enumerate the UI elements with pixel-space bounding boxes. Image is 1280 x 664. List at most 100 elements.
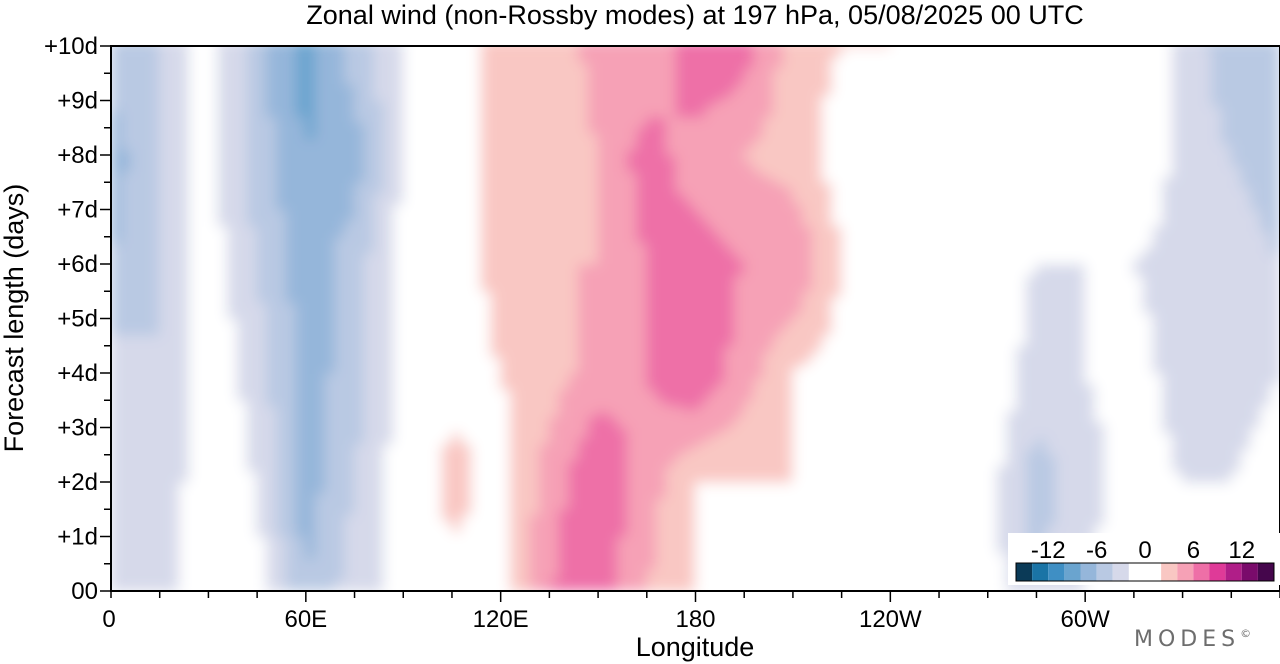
field-cell bbox=[1123, 481, 1135, 488]
field-cell bbox=[977, 421, 989, 428]
field-cell bbox=[841, 465, 852, 472]
field-cell bbox=[675, 519, 687, 527]
field-cell bbox=[1094, 497, 1106, 505]
field-cell bbox=[111, 481, 122, 488]
field-cell bbox=[1250, 492, 1262, 499]
field-cell bbox=[724, 421, 735, 428]
field-cell bbox=[938, 448, 950, 456]
field-cell bbox=[607, 492, 619, 499]
field-cell bbox=[948, 536, 960, 543]
field-cell bbox=[120, 552, 131, 559]
field-cell bbox=[285, 530, 297, 537]
field-cell bbox=[1113, 399, 1125, 407]
field-cell bbox=[198, 394, 209, 401]
field-cell bbox=[451, 508, 463, 516]
field-cell bbox=[393, 579, 404, 587]
field-cell bbox=[996, 536, 1008, 543]
field-cell bbox=[500, 437, 511, 445]
field-cell bbox=[256, 514, 268, 521]
field-cell bbox=[617, 421, 628, 428]
field-cell bbox=[129, 470, 141, 478]
field-cell bbox=[431, 410, 443, 418]
field-cell bbox=[743, 459, 755, 467]
field-cell bbox=[207, 399, 219, 407]
field-cell bbox=[500, 465, 511, 472]
field-cell bbox=[490, 399, 502, 407]
field-cell bbox=[120, 448, 131, 456]
field-cell bbox=[763, 432, 774, 439]
field-cell bbox=[373, 486, 385, 494]
field-cell bbox=[139, 568, 151, 576]
field-cell bbox=[178, 514, 190, 521]
field-cell bbox=[733, 481, 745, 488]
field-cell bbox=[558, 508, 570, 516]
field-cell bbox=[665, 530, 677, 537]
field-cell bbox=[548, 503, 560, 510]
field-cell bbox=[276, 486, 287, 494]
field-cell bbox=[646, 552, 658, 559]
field-cell bbox=[285, 432, 297, 439]
field-cell bbox=[597, 410, 609, 418]
field-cell bbox=[850, 546, 862, 554]
field-cell bbox=[480, 470, 492, 478]
field-cell bbox=[1269, 486, 1280, 494]
field-cell bbox=[733, 579, 745, 587]
field-cell bbox=[928, 579, 940, 587]
field-cell bbox=[753, 470, 765, 478]
field-cell bbox=[207, 443, 219, 450]
field-cell bbox=[996, 574, 1008, 581]
field-cell bbox=[470, 579, 482, 587]
field-cell bbox=[393, 405, 404, 412]
field-cell bbox=[880, 476, 891, 483]
field-cell bbox=[461, 476, 472, 483]
field-cell bbox=[431, 481, 443, 488]
field-cell bbox=[850, 432, 862, 439]
field-cell bbox=[665, 546, 677, 554]
field-cell bbox=[1211, 399, 1223, 407]
field-cell bbox=[422, 470, 433, 478]
field-cell bbox=[207, 530, 219, 537]
field-cell bbox=[909, 459, 921, 467]
field-cell bbox=[451, 465, 463, 472]
field-cell bbox=[480, 503, 492, 510]
field-cell bbox=[1143, 470, 1154, 478]
field-cell bbox=[159, 459, 170, 467]
field-cell bbox=[977, 437, 989, 445]
field-cell bbox=[1143, 525, 1154, 532]
field-cell bbox=[899, 508, 911, 516]
field-cell bbox=[178, 503, 190, 510]
field-cell bbox=[461, 519, 472, 527]
field-cell bbox=[1104, 497, 1115, 505]
field-cell bbox=[1074, 585, 1086, 591]
field-cell bbox=[1113, 443, 1125, 450]
field-cell bbox=[470, 585, 482, 591]
field-cell bbox=[958, 459, 969, 467]
field-cell bbox=[597, 546, 609, 554]
field-cell bbox=[1240, 481, 1252, 488]
field-cell bbox=[529, 399, 541, 407]
field-cell bbox=[1035, 514, 1047, 521]
field-cell bbox=[1055, 459, 1067, 467]
field-cell bbox=[266, 443, 278, 450]
field-cell bbox=[431, 568, 443, 576]
field-cell bbox=[256, 459, 268, 467]
field-cell bbox=[548, 481, 560, 488]
field-cell bbox=[1182, 519, 1193, 527]
field-cell bbox=[646, 508, 658, 516]
field-cell bbox=[324, 432, 336, 439]
field-cell bbox=[344, 470, 356, 478]
field-cell bbox=[1162, 514, 1174, 521]
field-cell bbox=[714, 585, 726, 591]
field-cell bbox=[198, 470, 209, 478]
field-cell bbox=[334, 579, 346, 587]
field-cell bbox=[987, 399, 998, 407]
field-cell bbox=[724, 563, 735, 570]
field-cell bbox=[967, 563, 979, 570]
field-cell bbox=[782, 536, 794, 543]
field-cell bbox=[714, 437, 726, 445]
field-cell bbox=[831, 443, 843, 450]
field-cell bbox=[470, 454, 482, 461]
field-cell bbox=[1006, 427, 1018, 434]
field-cell bbox=[363, 437, 375, 445]
field-cell bbox=[354, 568, 365, 576]
